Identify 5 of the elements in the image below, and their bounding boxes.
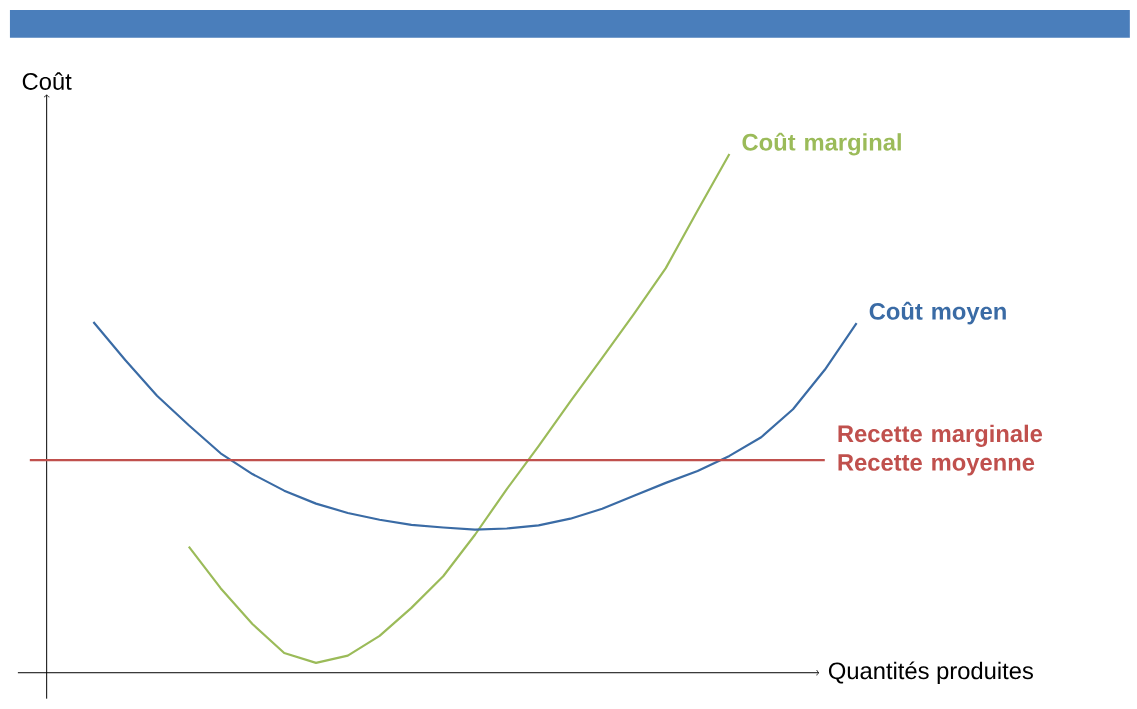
x-axis-title: Quantités produites xyxy=(828,661,1033,685)
series-label: Coût marginal xyxy=(742,132,901,156)
y-axis-title: Coût xyxy=(22,72,72,91)
series-label: Recette marginale Recette moyenne xyxy=(838,424,1043,476)
series-label: Coût moyen xyxy=(869,302,1006,325)
